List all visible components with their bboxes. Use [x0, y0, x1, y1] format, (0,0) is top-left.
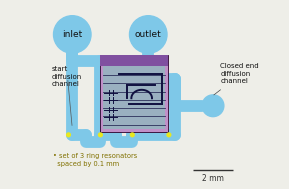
Circle shape	[130, 133, 134, 137]
Bar	[103, 65, 165, 129]
Circle shape	[53, 16, 91, 53]
Bar	[100, 55, 168, 132]
Text: • set of 3 ring resonators
  spaced by 0.1 mm: • set of 3 ring resonators spaced by 0.1…	[53, 153, 137, 167]
Text: outlet: outlet	[135, 30, 162, 39]
Text: 2 mm: 2 mm	[202, 174, 224, 183]
Circle shape	[167, 133, 171, 137]
Text: inlet: inlet	[62, 30, 82, 39]
Circle shape	[202, 95, 224, 117]
Circle shape	[129, 16, 167, 53]
Text: Closed end
diffusion
channel: Closed end diffusion channel	[221, 63, 259, 84]
Bar	[100, 55, 168, 66]
Text: start
diffusion
channel: start diffusion channel	[52, 66, 82, 87]
Circle shape	[67, 133, 71, 137]
Circle shape	[99, 133, 102, 137]
